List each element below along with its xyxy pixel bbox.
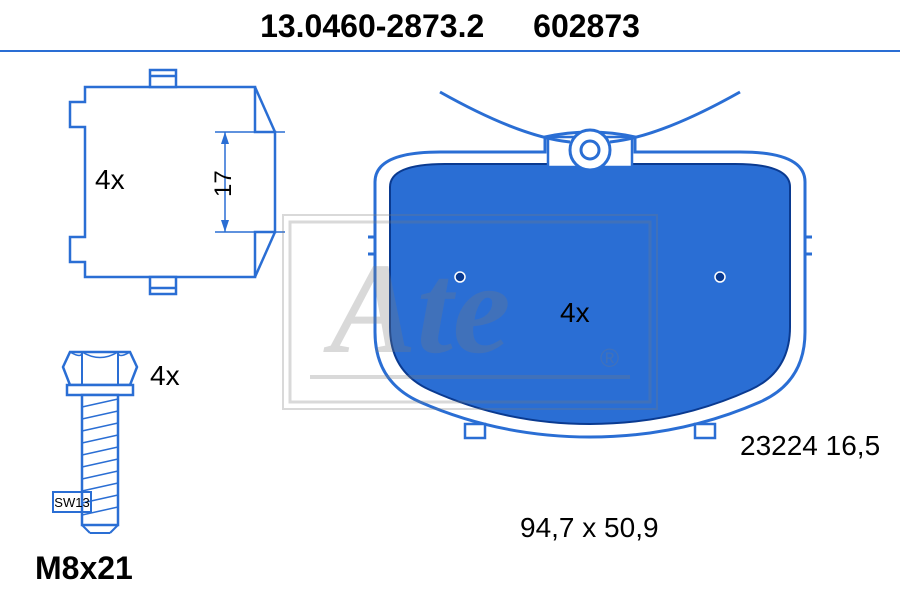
bolt-spec: M8x21 — [35, 550, 133, 587]
backing-plate-drawing — [55, 62, 285, 322]
header-bar: 13.0460-2873.2 602873 — [0, 0, 900, 45]
backing-plate-qty: 4x — [95, 164, 125, 196]
backing-plate-height: 17 — [210, 170, 238, 197]
bolt-drawing — [45, 337, 165, 557]
brake-pad-qty: 4x — [560, 297, 590, 329]
diagram-canvas: 4x 17 SW13 4x — [0, 52, 900, 597]
bolt-wrench-size: SW13 — [52, 491, 92, 513]
part-number-primary: 13.0460-2873.2 — [260, 8, 484, 44]
bolt-qty: 4x — [150, 360, 180, 392]
part-number-secondary: 602873 — [533, 8, 640, 44]
brake-pad-dimensions: 94,7 x 50,9 — [520, 512, 659, 544]
brake-pad-part-id: 23224 16,5 — [740, 430, 880, 462]
